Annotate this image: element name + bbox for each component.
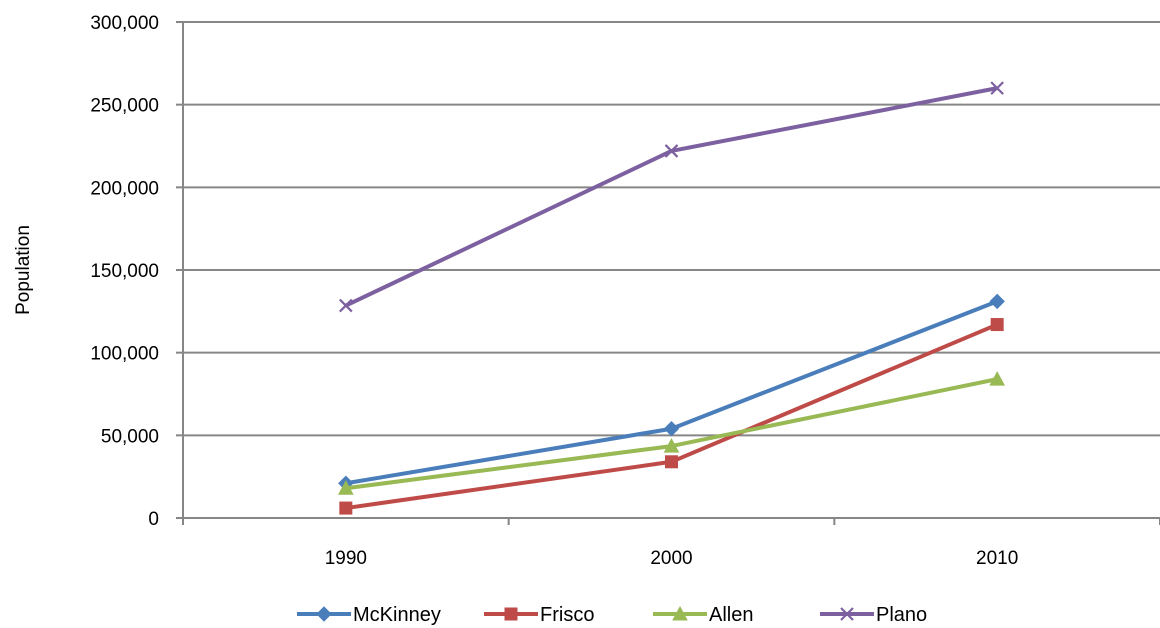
legend-marker (672, 605, 688, 621)
mckinney-point (989, 293, 1005, 310)
y-tick-label: 50,000 (101, 426, 159, 447)
frisco-point (339, 501, 353, 515)
legend-item-frisco: Frisco (484, 604, 594, 626)
y-tick-labels: 0 50,000 100,000 150,000 200,000 250,000 300,0… (90, 13, 159, 530)
x-tick-labels: 1990 2000 2010 (325, 548, 1019, 569)
plano-line (344, 86, 998, 308)
y-tick-label: 150,000 (90, 261, 159, 282)
legend-label: Plano (876, 604, 927, 626)
plano-point (664, 144, 679, 158)
series-frisco (339, 318, 1004, 515)
legend-item-plano: Plano (820, 604, 927, 626)
legend-item-allen: Allen (653, 604, 753, 626)
series-plano (339, 81, 1004, 313)
series-allen (337, 371, 1006, 495)
frisco-point (990, 318, 1004, 332)
y-tick-label: 0 (148, 509, 159, 530)
axes (176, 21, 1160, 525)
allen-point (989, 371, 1006, 386)
allen-point (337, 480, 354, 495)
legend-label: Frisco (540, 604, 594, 626)
allen-point (663, 438, 680, 453)
plano-point (339, 298, 353, 313)
y-tick-label: 250,000 (90, 96, 159, 117)
y-tick-label: 100,000 (90, 344, 159, 365)
y-tick-label: 200,000 (90, 178, 159, 199)
legend-label: McKinney (353, 604, 441, 626)
legend-marker (504, 607, 518, 621)
plano-point (990, 81, 1004, 95)
y-axis-title: Population (13, 225, 34, 315)
legend-marker (840, 607, 854, 621)
legend: McKinney Frisco Allen Plano (297, 604, 927, 626)
frisco-point (665, 455, 678, 469)
y-tick-label: 300,000 (90, 13, 159, 34)
mckinney-point (663, 421, 680, 437)
x-tick-label: 1990 (325, 548, 367, 569)
legend-item-mckinney: McKinney (297, 604, 441, 626)
x-tick-label: 2010 (976, 548, 1018, 569)
series-lines (337, 81, 1006, 515)
legend-label: Allen (709, 604, 753, 626)
x-tick-label: 2000 (650, 548, 692, 569)
gridlines (183, 21, 1160, 437)
legend-marker (316, 606, 332, 622)
